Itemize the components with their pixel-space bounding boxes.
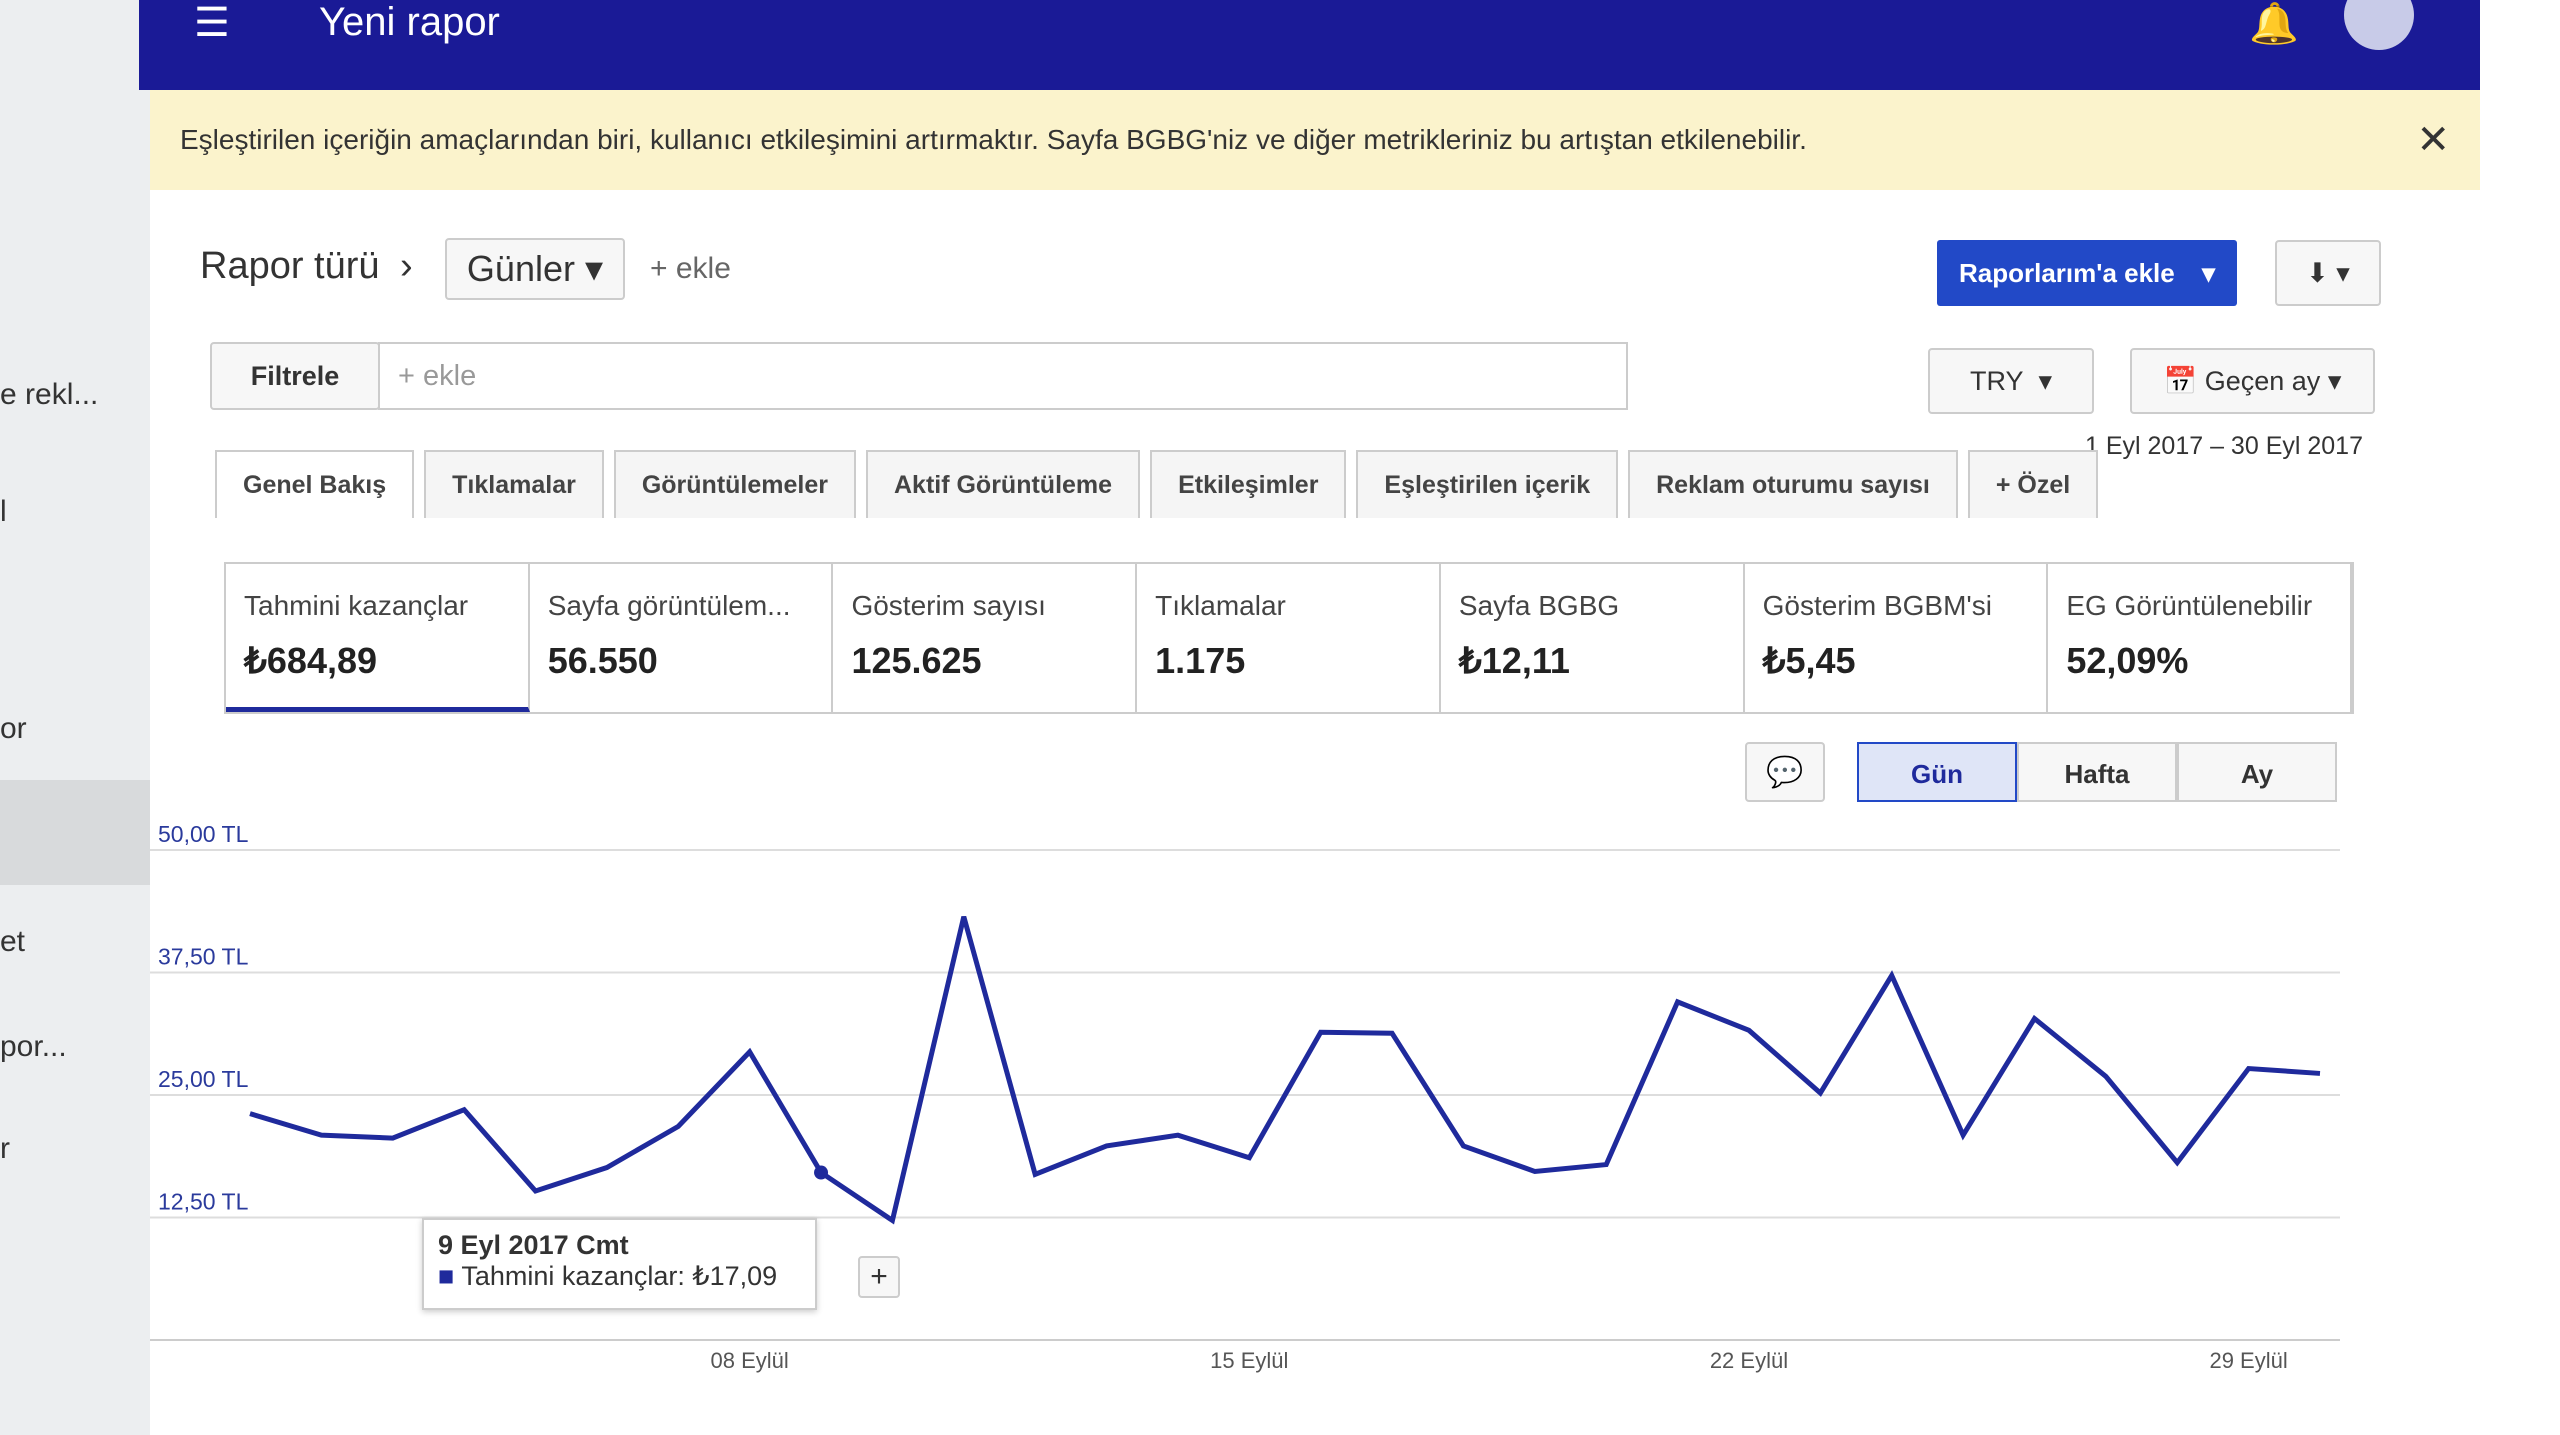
- chevron: ›: [400, 245, 413, 287]
- currency-dropdown[interactable]: TRY ▾: [1928, 348, 2094, 414]
- add-report: Raporlarım'a ekle: [1959, 258, 2175, 288]
- metric-label: Gösterim sayısı: [851, 590, 1046, 621]
- date-range: 1 Eyl 2017 – 30 Eyl 2017: [2085, 432, 2363, 460]
- nav-item[interactable]: por...: [0, 1030, 67, 1063]
- metric-value: 56.550: [547, 640, 658, 681]
- tab[interactable]: Genel Bakış: [215, 450, 415, 518]
- tab[interactable]: Reklam oturumu sayısı: [1628, 450, 1958, 518]
- x-tick-label: 08 Eylül: [711, 1348, 789, 1373]
- metric-cards: Tahmini kazançlar ₺684,89 Sayfa görüntülem…: [224, 562, 2354, 714]
- dimension: Günler: [466, 248, 575, 289]
- top-bar: ☰ Yeni rapor 🔔: [139, 0, 2480, 90]
- avatar[interactable]: [2344, 0, 2414, 50]
- granularity-button[interactable]: Ay: [2177, 742, 2337, 802]
- tooltip-value: Tahmini kazançlar: ₺17,09: [461, 1261, 778, 1291]
- metric-card[interactable]: Sayfa görüntülem... 56.550: [530, 564, 834, 712]
- metric-value: ₺5,45: [1762, 640, 1856, 681]
- metric-label: Tahmini kazançlar: [244, 590, 469, 621]
- metric-value: ₺12,11: [1458, 640, 1570, 681]
- nav-item[interactable]: r: [0, 1132, 10, 1165]
- add-dimension[interactable]: + ekle: [650, 252, 731, 285]
- metric-label: Tıklamalar: [1155, 590, 1286, 621]
- tab[interactable]: Tıklamalar: [424, 450, 604, 518]
- notification-icon[interactable]: 🔔: [2249, 2, 2299, 46]
- metric-card[interactable]: Sayfa BGBG ₺12,11: [1441, 564, 1745, 712]
- granularity-toggle: Gün Hafta Ay: [1857, 742, 2337, 802]
- nav-item[interactable]: or: [0, 712, 27, 745]
- metric-value: ₺684,89: [244, 640, 378, 681]
- banner-text: Eşleştirilen içeriğin amaçlarından biri,…: [180, 124, 1807, 155]
- metric-label: Sayfa BGBG: [1458, 590, 1620, 621]
- tab[interactable]: + Özel: [1967, 450, 2099, 518]
- metric-card[interactable]: EG Görüntülenebilir 52,09%: [2048, 564, 2353, 712]
- metric-label: Sayfa görüntülem...: [547, 590, 791, 621]
- filter-input[interactable]: + ekle: [378, 342, 1628, 410]
- x-tick-label: 15 Eylül: [1210, 1348, 1288, 1373]
- line-chart: 12,50 TL 25,00 TL 37,50 TL 50,00 TL 08 Eylül…: [150, 821, 2340, 1373]
- download-button[interactable]: ⬇ ▾: [2275, 240, 2381, 306]
- annotation-button[interactable]: 💬: [1745, 742, 1825, 802]
- filter-button[interactable]: Filtrele: [210, 342, 380, 410]
- granularity-button[interactable]: Gün: [1857, 742, 2017, 802]
- tab[interactable]: Aktif Görüntüleme: [865, 450, 1141, 518]
- metric-card[interactable]: Tahmini kazançlar ₺684,89: [226, 564, 530, 712]
- nav-item[interactable]: l: [0, 495, 7, 528]
- metric-value: 52,09%: [2066, 640, 2189, 681]
- tab[interactable]: Eşleştirilen içerik: [1356, 450, 1619, 518]
- data-line: [249, 915, 2321, 1225]
- report-type: Rapor türü: [200, 245, 380, 287]
- metric-card[interactable]: Gösterim BGBM'si ₺5,45: [1745, 564, 2049, 712]
- y-tick-label: 25,00 TL: [158, 1066, 249, 1092]
- y-tick-label: 12,50 TL: [158, 1189, 249, 1215]
- metric-card[interactable]: Gösterim sayısı 125.625: [833, 564, 1138, 712]
- tab[interactable]: Görüntülemeler: [613, 450, 856, 518]
- granularity-button[interactable]: Hafta: [2017, 742, 2177, 802]
- nav-item[interactable]: e rekl...: [0, 378, 99, 411]
- tab[interactable]: Etkileşimler: [1150, 450, 1347, 518]
- metric-label: EG Görüntülenebilir: [2066, 590, 2313, 621]
- period: Geçen ay: [2204, 365, 2321, 396]
- tooltip-date: 9 Eyl 2017 Cmt: [438, 1230, 629, 1260]
- x-tick-label: 22 Eylül: [1710, 1348, 1788, 1373]
- menu-icon[interactable]: ☰: [194, 1, 230, 45]
- page-title: Yeni rapor: [319, 0, 500, 44]
- dimension-dropdown[interactable]: Günler ▾: [445, 238, 625, 300]
- info-banner: Eşleştirilen içeriğin amaçlarından biri,…: [150, 90, 2480, 190]
- close-button[interactable]: ✕: [2416, 118, 2450, 162]
- hover-point: [814, 1165, 829, 1180]
- add-report-button[interactable]: Raporlarım'a ekle ▾: [1937, 240, 2237, 306]
- y-tick-label: 50,00 TL: [158, 821, 249, 847]
- metric-value: 1.175: [1155, 640, 1246, 681]
- tooltip: 9 Eyl 2017 Cmt ■ Tahmini kazançlar: ₺17,…: [422, 1218, 817, 1310]
- nav-selected: [0, 780, 150, 885]
- y-tick-label: 37,50 TL: [158, 944, 249, 970]
- period-dropdown[interactable]: 📅 Geçen ay ▾: [2130, 348, 2375, 414]
- metric-card[interactable]: Tıklamalar 1.175: [1137, 564, 1441, 712]
- x-tick-label: 29 Eylül: [2209, 1348, 2287, 1373]
- metric-value: 125.625: [851, 640, 982, 681]
- tab-bar: Genel Bakış Tıklamalar Görüntülemeler Aktif…: [215, 450, 2099, 518]
- nav-item[interactable]: et: [0, 925, 26, 958]
- add-annotation[interactable]: +: [858, 1256, 900, 1298]
- metric-label: Gösterim BGBM'si: [1762, 590, 1992, 621]
- currency: TRY: [1969, 365, 2024, 396]
- sidebar: e rekl... l or et por... r: [0, 0, 150, 1435]
